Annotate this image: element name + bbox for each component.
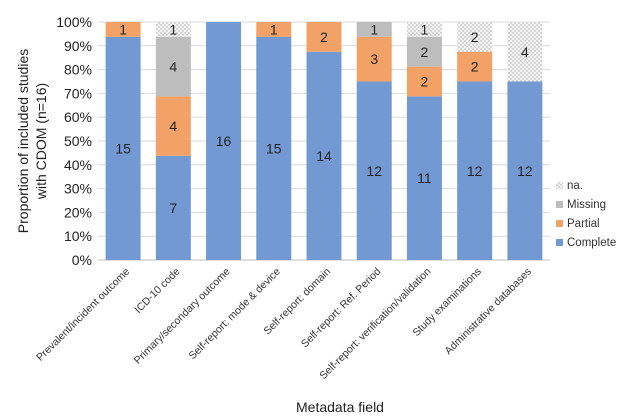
y-axis-ticks: 0% 10% 20% 30% 40% 50% 60% 70% 80% 90% 100% xyxy=(56,14,92,268)
bar-segment-partial xyxy=(457,51,493,82)
bar-segment-partial xyxy=(306,22,342,52)
data-label: 15 xyxy=(266,140,282,156)
data-label: 1 xyxy=(421,21,429,37)
y-axis-label-line: with CDOM (n=16) xyxy=(33,83,49,200)
data-label: 15 xyxy=(115,140,131,156)
data-label: 14 xyxy=(316,148,332,164)
data-label: 4 xyxy=(521,44,529,60)
legend-label: Partial xyxy=(567,218,600,230)
x-tick-label: Primary/secondary outcome xyxy=(132,266,233,367)
bar-segment-partial xyxy=(406,66,442,97)
data-label: 4 xyxy=(169,118,177,134)
bar-segment-partial xyxy=(155,96,191,156)
data-label: 2 xyxy=(471,29,479,45)
bar-segment-na xyxy=(457,22,493,52)
bar-segment-na xyxy=(155,22,191,37)
legend-swatch xyxy=(556,201,563,208)
data-label: 12 xyxy=(517,163,533,179)
data-label: 4 xyxy=(169,59,177,75)
bar-segment-complete xyxy=(507,81,543,260)
legend-swatch xyxy=(556,239,563,246)
bar-segment-partial xyxy=(256,22,292,37)
legend: na. Missing Partial Complete xyxy=(556,180,616,249)
bar-segment-missing xyxy=(406,36,442,67)
y-tick-label: 40% xyxy=(64,157,92,173)
bar-segment-complete xyxy=(457,81,493,260)
data-label: 7 xyxy=(169,200,177,216)
y-tick-label: 10% xyxy=(64,228,92,244)
data-label: 2 xyxy=(320,29,328,45)
x-tick-label: Self-report: mode & device xyxy=(187,266,283,362)
bar-segment-na xyxy=(507,22,543,82)
bar-segment-complete xyxy=(105,36,141,260)
data-label: 11 xyxy=(417,170,432,186)
y-tick-label: 20% xyxy=(64,204,92,220)
bar-segment-partial xyxy=(105,22,141,37)
data-label: 1 xyxy=(119,21,127,37)
data-label: 16 xyxy=(216,133,232,149)
bar-segment-missing xyxy=(356,22,392,37)
data-label: 1 xyxy=(270,21,278,37)
y-tick-label: 60% xyxy=(64,109,92,125)
data-label: 3 xyxy=(370,51,378,67)
legend-label: na. xyxy=(567,180,583,192)
data-label: 1 xyxy=(169,21,177,37)
bar-segment-complete xyxy=(306,51,342,260)
data-label: 2 xyxy=(471,59,479,75)
data-label: 1 xyxy=(370,21,378,37)
bar-segment-partial xyxy=(356,36,392,82)
bar-segment-missing xyxy=(155,36,191,97)
x-tick-label: ICD-10 code xyxy=(132,266,182,316)
y-tick-label: 80% xyxy=(64,62,92,78)
y-tick-label: 50% xyxy=(64,133,92,149)
data-label: 12 xyxy=(366,163,382,179)
data-label: 2 xyxy=(421,44,429,60)
x-tick-label: Administrative databases xyxy=(443,266,534,357)
x-tick-label: Prevalent/incident outcome xyxy=(34,266,132,364)
y-tick-label: 30% xyxy=(64,181,92,197)
bar-segment-complete xyxy=(256,36,292,260)
legend-label: Complete xyxy=(567,237,616,249)
legend-label: Missing xyxy=(567,199,606,211)
bar-segment-complete xyxy=(406,96,442,260)
legend-swatch xyxy=(556,220,563,227)
y-tick-label: 70% xyxy=(64,85,92,101)
y-tick-label: 100% xyxy=(56,14,92,30)
bar-segment-complete xyxy=(206,22,242,260)
x-axis-label: Metadata field xyxy=(296,399,384,415)
legend-swatch xyxy=(556,182,563,189)
x-axis-ticks: Prevalent/incident outcome ICD-10 codePri… xyxy=(34,266,534,382)
bar-segment-na xyxy=(406,22,442,37)
data-label: 2 xyxy=(421,74,429,90)
data-label: 12 xyxy=(467,163,483,179)
bar-segment-complete xyxy=(155,155,191,260)
y-tick-label: 0% xyxy=(72,252,92,268)
bar-segment-complete xyxy=(356,81,392,260)
y-axis-label-line: Proportion of included studies xyxy=(15,49,31,233)
y-tick-label: 90% xyxy=(64,38,92,54)
y-axis-label: Proportion of included studies with CDOM … xyxy=(15,49,49,233)
